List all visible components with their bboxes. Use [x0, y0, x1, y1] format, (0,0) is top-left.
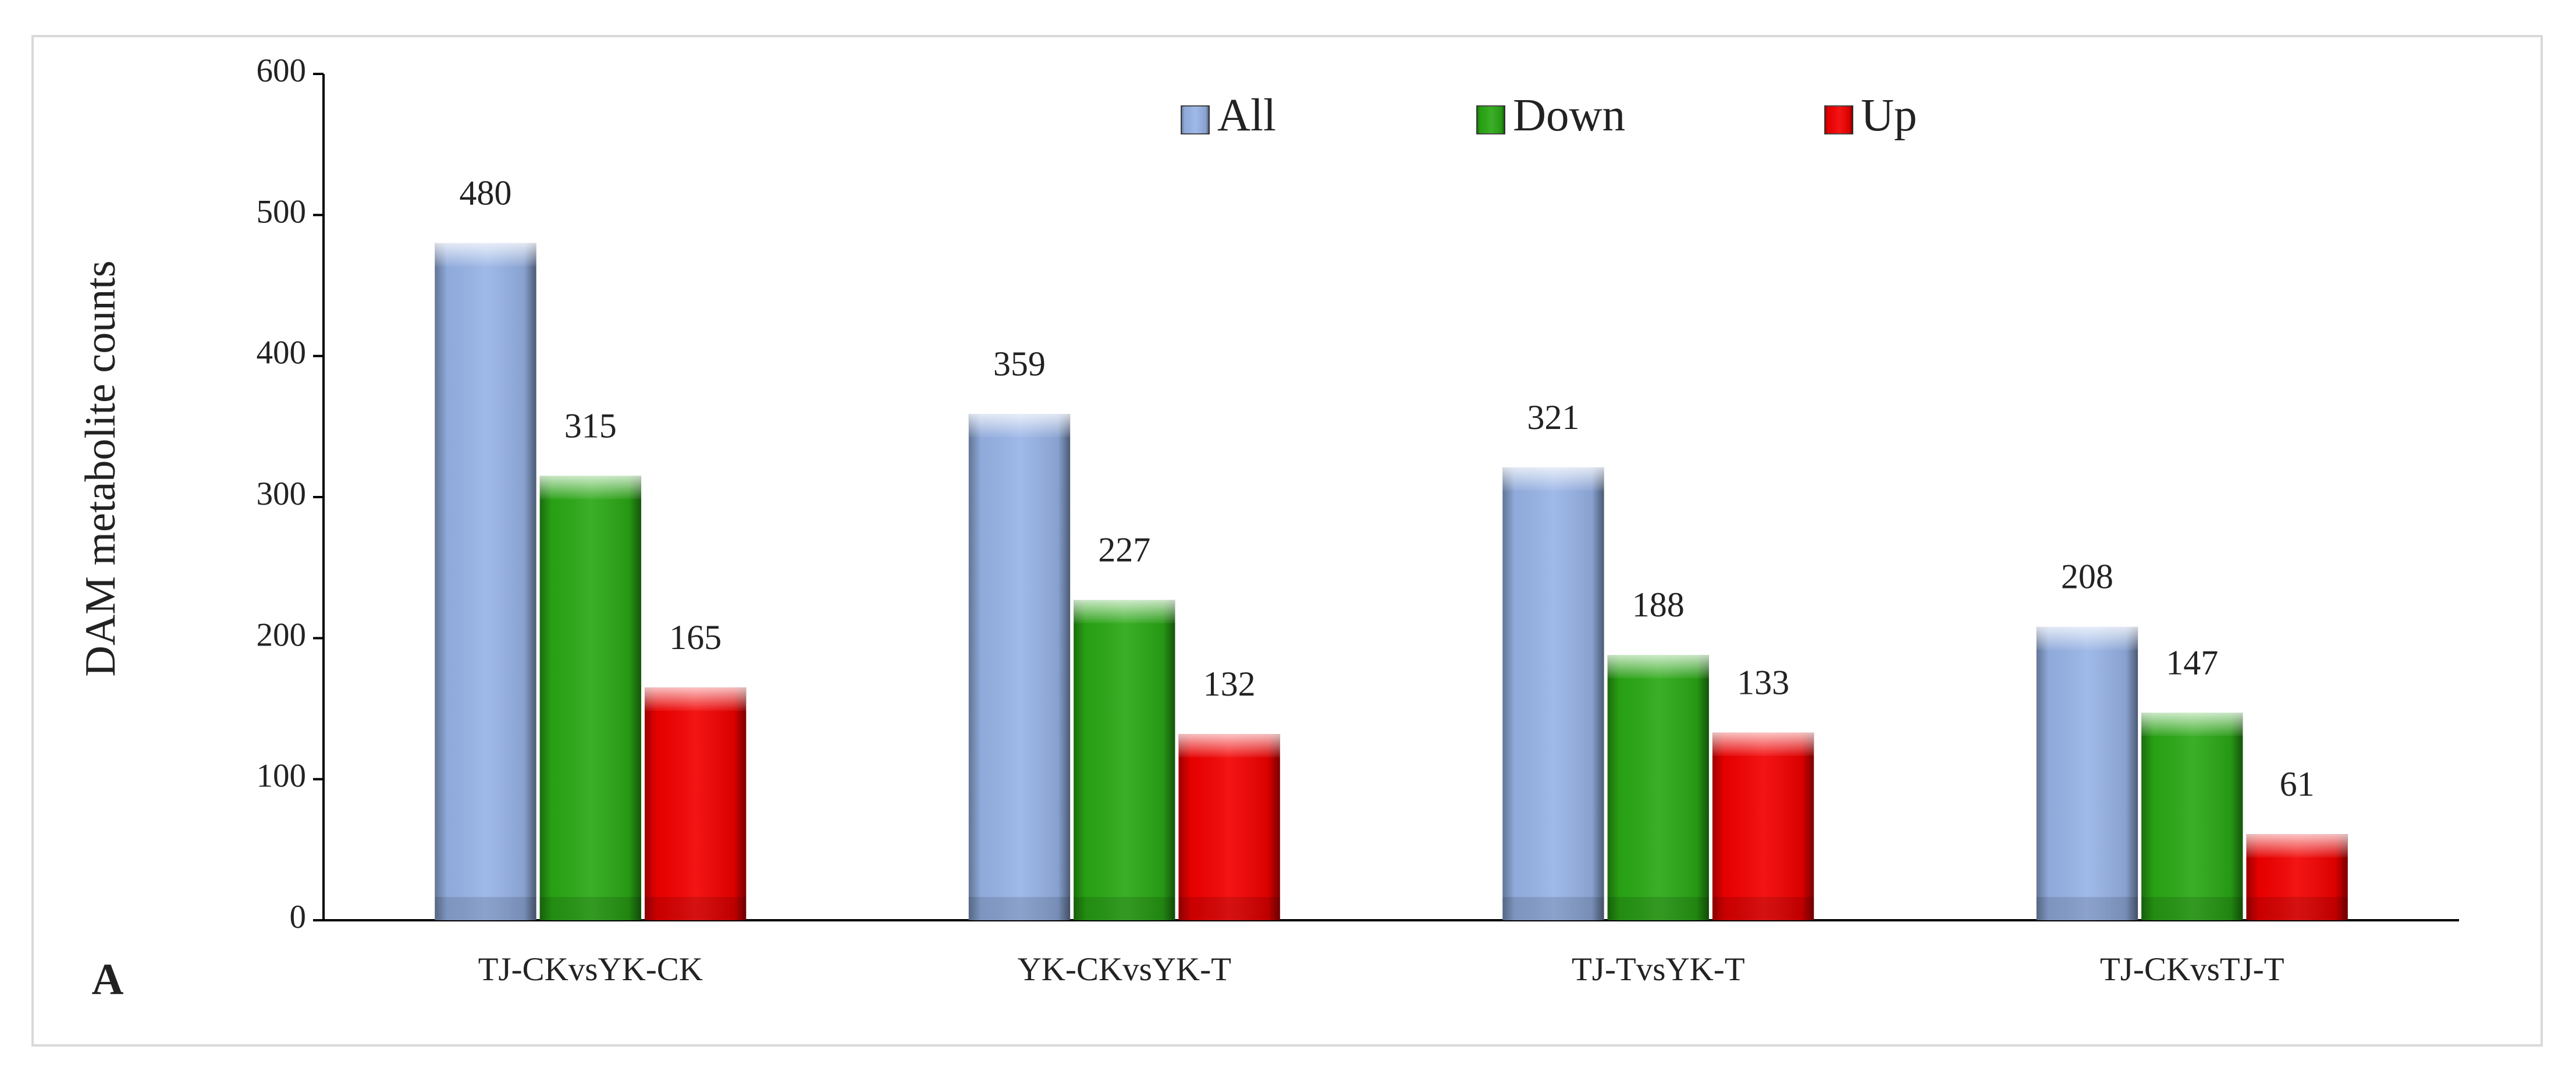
bar-cap	[2141, 712, 2243, 736]
bar-cap	[1074, 600, 1175, 623]
x-tick-label: TJ-CKvsYK-CK	[478, 951, 703, 988]
bar-base	[2036, 897, 2138, 920]
bar-cap	[2036, 626, 2138, 650]
bar-shade	[1712, 732, 1814, 920]
y-tick-label: 0	[290, 899, 307, 935]
data-label: 315	[564, 406, 617, 445]
x-tick-label: YK-CKvsYK-T	[1018, 951, 1231, 988]
bar-base	[1074, 897, 1175, 920]
bar-shade	[968, 414, 1071, 920]
bar-base	[2141, 897, 2243, 920]
bar-cap	[539, 476, 641, 499]
data-label: 208	[2061, 558, 2113, 596]
y-tick-label: 300	[257, 476, 307, 512]
y-tick-label: 600	[257, 52, 307, 89]
bar-shade	[2141, 712, 2243, 920]
bar-base	[968, 897, 1071, 920]
legend-swatch-shade	[1825, 106, 1853, 134]
bar-base	[1712, 897, 1814, 920]
bar-cap	[1712, 732, 1814, 756]
y-axis-label: DAM metabolite counts	[77, 260, 125, 676]
bar-cap	[644, 687, 747, 711]
bar-shade	[1178, 734, 1280, 920]
data-label: 188	[1632, 586, 1685, 624]
bar-cap	[435, 243, 536, 267]
bar-base	[644, 897, 747, 920]
y-tick-label: 500	[257, 193, 307, 230]
data-label: 132	[1203, 665, 1256, 703]
legend-swatch-shade	[1477, 106, 1505, 134]
bar-cap	[1607, 655, 1709, 679]
data-label: 480	[459, 174, 511, 212]
data-label: 61	[2280, 765, 2315, 803]
bar-cap	[1178, 734, 1280, 758]
bar-base	[2246, 897, 2348, 920]
data-label: 227	[1098, 531, 1150, 569]
legend-label: Down	[1513, 90, 1625, 141]
panel-label: A	[92, 955, 124, 1003]
bar-cap	[1502, 467, 1604, 491]
legend-swatch-shade	[1181, 106, 1209, 134]
bar-shade	[1502, 467, 1604, 920]
data-label: 165	[669, 618, 722, 657]
bar-shade	[1607, 655, 1709, 920]
bar-base	[1178, 897, 1280, 920]
y-tick-label: 200	[257, 616, 307, 653]
legend-label: All	[1217, 90, 1276, 141]
bar-base	[539, 897, 641, 920]
bar-shade	[435, 243, 536, 920]
data-label: 359	[993, 345, 1046, 383]
bar-cap	[968, 414, 1071, 438]
data-label: 133	[1737, 663, 1789, 701]
x-tick-label: TJ-TvsYK-T	[1572, 951, 1745, 988]
y-tick-label: 400	[257, 335, 307, 371]
data-label: 321	[1527, 398, 1579, 437]
bar-base	[435, 897, 536, 920]
bar-shade	[539, 476, 641, 920]
data-label: 147	[2166, 644, 2218, 682]
bar-shade	[644, 687, 747, 920]
bar-shade	[1074, 600, 1175, 920]
legend-label: Up	[1861, 90, 1917, 141]
y-tick-label: 100	[257, 758, 307, 795]
bar-base	[1607, 897, 1709, 920]
bar-base	[1502, 897, 1604, 920]
bar-shade	[2036, 626, 2138, 920]
x-tick-label: TJ-CKvsTJ-T	[2100, 951, 2284, 988]
bar-cap	[2246, 834, 2348, 858]
